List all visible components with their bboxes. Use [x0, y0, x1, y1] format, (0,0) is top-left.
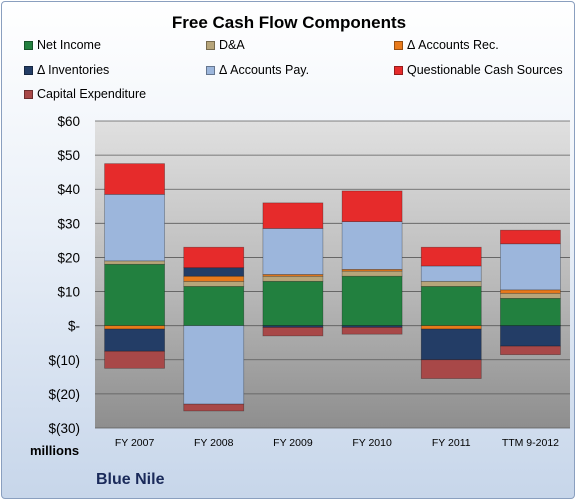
legend-label-net-income: Net Income: [37, 38, 101, 52]
bar-inventories-fy-2008: [183, 267, 245, 277]
bar-accounts-pay-fy-2010: [341, 221, 403, 270]
legend-item-capex: Capital Expenditure: [24, 87, 146, 101]
legend-label-questionable: Questionable Cash Sources: [407, 63, 563, 77]
bar-d-a-fy-2008: [183, 280, 245, 287]
bar-net-income-fy-2009: [262, 280, 324, 327]
legend-item-accounts-pay: Δ Accounts Pay.: [206, 63, 309, 77]
y-tick-label: $(20): [48, 387, 80, 402]
bar-net-income-fy-2007: [104, 263, 165, 327]
legend-swatch-accounts-pay: [206, 65, 215, 75]
legend-item-net-income: Net Income: [24, 38, 101, 52]
y-tick-labels: $60 $50 $40 $30 $20 $10 $- $(10) $(20) $(30): [48, 114, 80, 436]
bar-capital-expenditure-fy-2009: [262, 327, 324, 337]
x-tick-label: FY 2010: [352, 437, 392, 449]
y-tick-label: $20: [57, 250, 80, 265]
bar-d-a-fy-2010: [341, 270, 403, 277]
legend-label-accounts-pay: Δ Accounts Pay.: [219, 63, 310, 77]
bar-capital-expenditure-fy-2007: [104, 350, 165, 369]
x-tick-label: FY 2008: [194, 437, 234, 449]
x-tick-labels: FY 2007 FY 2008 FY 2009 FY 2010 FY 2011 TTM 9…: [115, 437, 559, 449]
legend-label-da: D&A: [219, 38, 245, 52]
bar-questionable-cash-sources-fy-2009: [262, 202, 324, 229]
bar-accounts-rec-fy-2011: [420, 325, 482, 330]
legend-swatch-accounts-rec: [394, 40, 403, 50]
bar-capital-expenditure-fy-2011: [420, 359, 482, 379]
legend-item-accounts-rec: Δ Accounts Rec.: [394, 38, 499, 52]
y-tick-label: $30: [57, 216, 80, 231]
company-label: Blue Nile: [96, 471, 165, 488]
x-tick-label: TTM 9-2012: [502, 437, 559, 449]
bar-accounts-pay-fy-2007: [104, 193, 165, 262]
bar-accounts-pay-fy-2011: [420, 265, 482, 282]
legend-item-questionable: Questionable Cash Sources: [394, 63, 563, 77]
y-tick-label: $50: [57, 148, 80, 163]
bar-inventories-fy-2011: [420, 328, 482, 361]
legend-label-capex: Capital Expenditure: [37, 87, 147, 101]
legend-swatch-questionable: [394, 65, 403, 75]
bar-d-a-fy-2009: [262, 275, 324, 282]
y-tick-label: $40: [57, 182, 80, 197]
grid-lines: [95, 120, 570, 429]
legend-label-inventories: Δ Inventories: [37, 63, 110, 77]
bar-d-a-fy-2007: [104, 260, 165, 265]
bar-capital-expenditure-fy-2008: [183, 403, 245, 412]
y-tick-label: $-: [68, 319, 80, 334]
bar-accounts-rec-ttm-9-2012: [500, 289, 561, 294]
legend-swatch-capex: [24, 89, 33, 99]
x-tick-label: FY 2011: [432, 437, 471, 449]
x-tick-label: FY 2009: [273, 437, 313, 449]
bars-group: [104, 163, 561, 412]
bar-inventories-ttm-9-2012: [500, 325, 561, 347]
y-tick-label: $(30): [48, 421, 80, 436]
bar-d-a-fy-2011: [420, 280, 482, 287]
legend-item-da: D&A: [206, 38, 245, 52]
legend-item-inventories: Δ Inventories: [24, 63, 109, 77]
x-tick-label: FY 2007: [115, 437, 155, 449]
bar-accounts-rec-fy-2008: [183, 275, 245, 282]
bar-accounts-rec-fy-2007: [104, 325, 165, 330]
bar-accounts-pay-fy-2008: [183, 325, 245, 405]
bar-questionable-cash-sources-fy-2008: [183, 246, 245, 269]
bar-d-a-ttm-9-2012: [500, 292, 561, 299]
y-tick-label: $10: [57, 285, 80, 300]
bar-net-income-fy-2011: [420, 286, 482, 327]
bar-net-income-fy-2010: [341, 275, 403, 327]
bar-questionable-cash-sources-fy-2010: [341, 190, 403, 222]
bar-net-income-fy-2008: [183, 286, 245, 327]
chart-title: Free Cash Flow Components: [171, 13, 407, 32]
y-tick-label: $(10): [48, 353, 80, 368]
bar-accounts-pay-fy-2009: [262, 228, 324, 275]
y-tick-label: $60: [57, 114, 80, 129]
bar-capital-expenditure-fy-2010: [341, 327, 403, 335]
legend-swatch-inventories: [24, 65, 33, 75]
legend-swatch-net-income: [24, 40, 33, 50]
units-label: millions: [30, 443, 80, 458]
bar-questionable-cash-sources-ttm-9-2012: [500, 229, 561, 245]
bar-inventories-fy-2007: [104, 328, 165, 352]
bar-net-income-ttm-9-2012: [500, 298, 561, 327]
bar-questionable-cash-sources-fy-2011: [420, 246, 482, 267]
bar-questionable-cash-sources-fy-2007: [104, 163, 165, 195]
legend-swatch-da: [206, 40, 215, 50]
bar-accounts-pay-ttm-9-2012: [500, 243, 561, 291]
plot-area: [95, 121, 570, 428]
legend-label-accounts-rec: Δ Accounts Rec.: [407, 38, 499, 52]
bar-capital-expenditure-ttm-9-2012: [500, 345, 561, 356]
